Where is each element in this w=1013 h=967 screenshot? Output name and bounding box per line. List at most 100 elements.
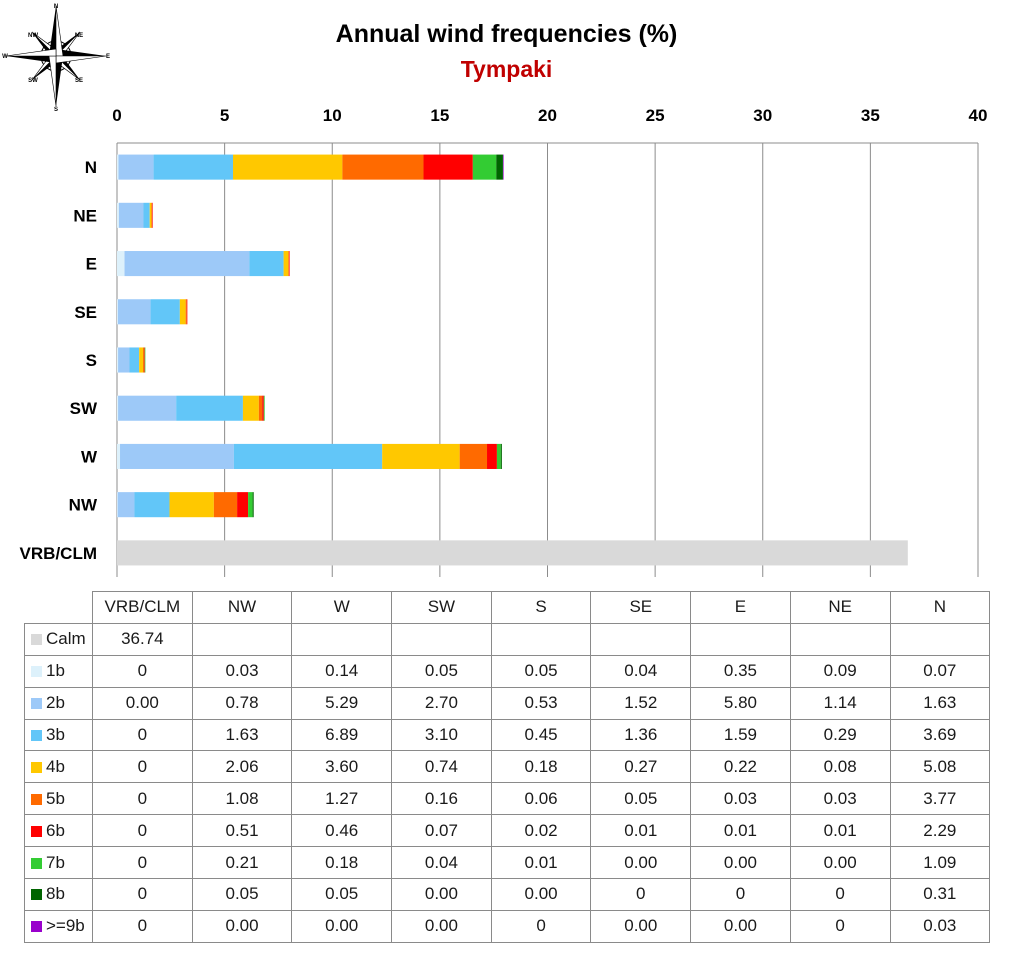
table-cell: 1.08: [191, 782, 293, 816]
legend-label: 6b: [46, 820, 65, 840]
table-cell: 0.01: [490, 846, 592, 880]
legend-swatch-5b: [31, 793, 42, 805]
table-cell: 3.60: [291, 750, 393, 784]
category-label: N: [85, 158, 97, 177]
bar-segment-3b-e: [249, 251, 284, 277]
row-header: 3b: [24, 718, 93, 752]
bar-segment-5b-e: [288, 251, 289, 277]
bar-segment-5b-sw: [258, 395, 263, 421]
stacked-bar-chart: 0 5 10 15 20 25 30 35 40 N NE E SE S SW W NW VRB/CLM: [20, 106, 988, 577]
legend-label: Calm: [46, 629, 86, 649]
table-row: 3b 0 1.63 6.89 3.10 0.45 1.36 1.59 0.29 3.69: [24, 718, 991, 752]
row-header: 1b: [24, 654, 93, 688]
category-label: SE: [74, 303, 97, 322]
table-row: >=9b 0 0.00 0.00 0.00 0 0.00 0.00 0 0.03: [24, 909, 991, 943]
table-cell: [391, 622, 492, 656]
bar-segment-3b-s: [129, 347, 140, 373]
table-cell: 0.22: [690, 750, 791, 784]
bar-segment-7b-n: [472, 154, 497, 180]
row-header: >=9b: [24, 909, 93, 943]
table-row: 8b 0 0.05 0.05 0.00 0.00 0 0 0 0.31: [24, 878, 991, 911]
table-cell: 0.78: [191, 686, 293, 720]
bar-segment-2b-n: [118, 154, 154, 180]
table-cell: 0: [92, 718, 193, 752]
legend-swatch-7b: [31, 857, 42, 869]
bar-segment-1b-sw: [117, 395, 119, 421]
table-row: Calm 36.74: [24, 622, 991, 656]
legend-label: 4b: [46, 756, 65, 776]
compass-label-nw: NW: [28, 33, 38, 39]
table-cell: 0: [590, 878, 692, 911]
table-cell: 0: [92, 909, 193, 943]
bar-segment-4b-n: [233, 154, 343, 180]
category-label: VRB/CLM: [20, 544, 97, 563]
table-cell: 0.14: [291, 654, 393, 688]
bar-segment-calm-vrb-clm: [117, 540, 908, 566]
table-cell: 0.02: [490, 814, 592, 848]
row-header: 6b: [24, 814, 93, 848]
bar-segment-6b-e: [288, 251, 290, 277]
table-cell: 0.46: [291, 814, 393, 848]
table-cell: 0.03: [191, 654, 293, 688]
column-header: SW: [391, 591, 492, 624]
data-table: VRB/CLM NW W SW S SE E NE N Calm 36.74 1b 0 0.03 0.14 0…: [24, 591, 991, 943]
table-row: 1b 0 0.03 0.14 0.05 0.05 0.04 0.35 0.09 0.07: [24, 654, 991, 688]
bar-segment-3b-w: [233, 443, 383, 469]
x-tick-label: 15: [430, 106, 449, 125]
table-row: 2b 0.00 0.78 5.29 2.70 0.53 1.52 5.80 1.14 1.63: [24, 686, 991, 720]
x-tick-label: 5: [220, 106, 229, 125]
table-cell: 0.00: [590, 909, 692, 943]
legend-swatch-8b: [31, 889, 42, 901]
table-cell: 0: [789, 909, 891, 943]
table-cell: 0.07: [889, 654, 991, 688]
table-cell: 0.31: [889, 878, 991, 911]
table-cell: 0.18: [490, 750, 592, 784]
table-cell: [291, 622, 393, 656]
table-corner-cell: [24, 591, 93, 624]
table-cell: 0.00: [92, 686, 193, 720]
bar-segment-2b-s: [118, 347, 130, 373]
row-header: 8b: [24, 878, 93, 911]
bar-segment-1b-e: [117, 251, 125, 277]
table-cell: 0.27: [590, 750, 692, 784]
bar-segment-6b-sw: [262, 395, 264, 421]
bar-segment-3b-n: [153, 154, 234, 180]
table-cell: 1.09: [889, 846, 991, 880]
row-header: 4b: [24, 750, 93, 784]
bar-segment-6b-se: [186, 299, 188, 325]
table-cell: 0: [490, 909, 592, 943]
column-header: N: [889, 591, 991, 624]
table-cell: [889, 622, 991, 656]
table-cell: 0.00: [490, 878, 592, 911]
table-cell: 0: [92, 750, 193, 784]
table-cell: 0.07: [391, 814, 492, 848]
bar-segment-5b-nw: [213, 492, 238, 518]
chart-title: Annual wind frequencies (%): [335, 20, 678, 48]
bar-segment-6b-n: [423, 154, 473, 180]
table-cell: 0.00: [291, 909, 393, 943]
table-cell: 0.00: [690, 846, 791, 880]
table-cell: 0.51: [191, 814, 293, 848]
table-cell: 0.45: [490, 718, 592, 752]
table-cell: 3.69: [889, 718, 991, 752]
table-cell: [490, 622, 592, 656]
table-cell: 3.10: [391, 718, 492, 752]
table-cell: 0: [92, 846, 193, 880]
bar-segment-ge9b-n: [502, 154, 504, 180]
category-label: SW: [70, 399, 98, 418]
compass-label-sw: SW: [28, 78, 38, 84]
table-cell: 0.18: [291, 846, 393, 880]
bar-segment-6b-nw: [237, 492, 249, 518]
table-cell: 0: [92, 814, 193, 848]
category-label: NW: [69, 496, 98, 515]
bar-segment-7b-s: [144, 347, 146, 373]
compass-label-n: N: [54, 4, 58, 10]
bar-segment-6b-w: [487, 443, 497, 469]
bar-segment-3b-nw: [134, 492, 170, 518]
row-header: 5b: [24, 782, 93, 816]
bar-segment-2b-se: [117, 299, 151, 325]
bar-segment-3b-se: [150, 299, 180, 325]
compass-label-ne: NE: [75, 33, 83, 39]
table-cell: 5.29: [291, 686, 393, 720]
x-tick-label: 40: [969, 106, 988, 125]
